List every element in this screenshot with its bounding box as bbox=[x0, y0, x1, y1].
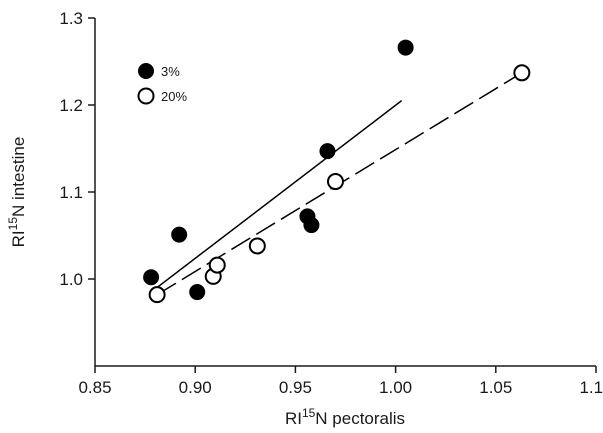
x-tick-label: 0.95 bbox=[279, 378, 312, 397]
x-tick-label: 0.85 bbox=[78, 378, 111, 397]
x-axis-title: RI15N pectoralis bbox=[285, 406, 405, 428]
legend-marker bbox=[137, 87, 155, 105]
legend-label: 3% bbox=[161, 64, 180, 79]
point-open bbox=[148, 286, 166, 304]
point-filled bbox=[397, 39, 414, 56]
x-tick-label: 0.90 bbox=[179, 378, 212, 397]
y-axis-title: RI15N intestine bbox=[6, 137, 28, 248]
point-open bbox=[208, 256, 226, 274]
y-tick-label: 1.1 bbox=[59, 183, 83, 202]
point-open bbox=[513, 64, 531, 82]
y-ticks: 1.0 1.1 1.2 1.3 bbox=[59, 9, 95, 289]
point-open bbox=[248, 237, 266, 255]
legend-marker bbox=[138, 63, 154, 79]
point-filled bbox=[189, 284, 206, 301]
legend-label: 20% bbox=[161, 89, 187, 104]
x-tick-label: 1.10 bbox=[579, 378, 603, 397]
legend: 3% 20% bbox=[137, 63, 187, 105]
point-filled bbox=[303, 217, 320, 234]
data-points bbox=[143, 39, 531, 304]
y-tick-label: 1.2 bbox=[59, 96, 83, 115]
x-ticks: 0.85 0.90 0.95 1.00 1.05 1.10 bbox=[78, 366, 603, 397]
point-filled bbox=[171, 226, 188, 243]
point-filled bbox=[143, 269, 160, 286]
point-open bbox=[326, 173, 344, 191]
y-tick-label: 1.3 bbox=[59, 9, 83, 28]
fit-line-solid bbox=[150, 100, 403, 293]
x-tick-label: 1.05 bbox=[479, 378, 512, 397]
y-tick-label: 1.0 bbox=[59, 270, 83, 289]
x-tick-label: 1.00 bbox=[379, 378, 412, 397]
point-filled bbox=[319, 143, 336, 160]
